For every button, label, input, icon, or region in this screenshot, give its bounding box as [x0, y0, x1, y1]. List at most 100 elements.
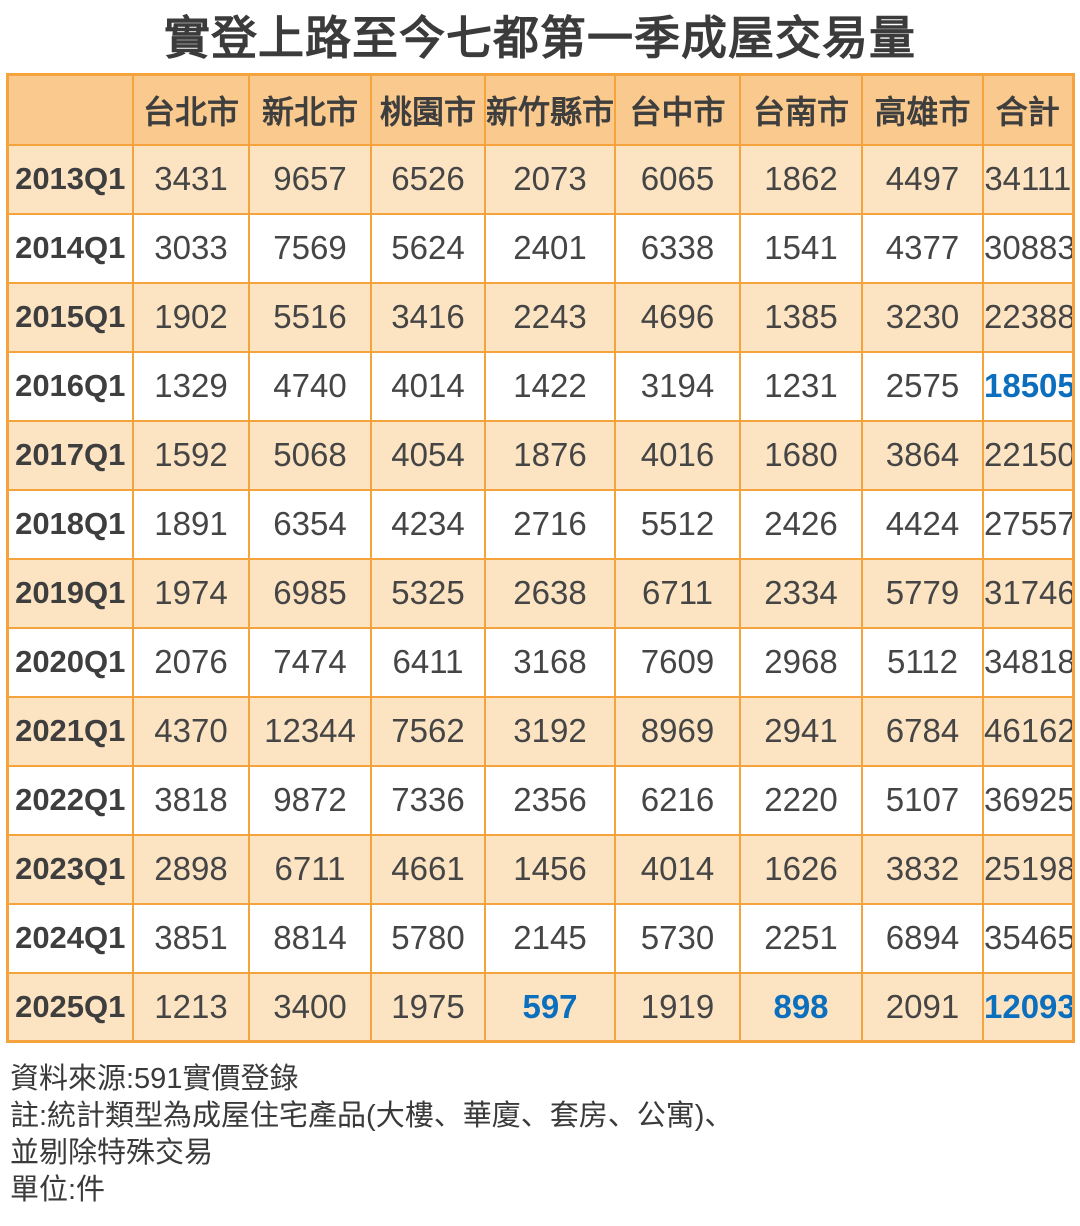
value-cell: 1862: [739, 143, 863, 215]
value-cell: 46162: [982, 695, 1074, 767]
value-cell: 1891: [132, 488, 250, 560]
value-cell: 2073: [484, 143, 616, 215]
row-label: 2017Q1: [6, 419, 134, 491]
value-cell: 1626: [739, 833, 863, 905]
table-row: 2023Q1 2898 6711 4661 1456 4014 1626 3832 25198: [6, 833, 1074, 905]
table-row: 2025Q1 1213 3400 1975 597 1919 898 2091 12093: [6, 971, 1074, 1043]
value-cell: 4661: [370, 833, 486, 905]
value-cell: 4497: [861, 143, 984, 215]
value-cell: 5512: [614, 488, 741, 560]
value-cell: 2243: [484, 281, 616, 353]
row-label: 2018Q1: [6, 488, 134, 560]
value-cell: 4370: [132, 695, 250, 767]
row-label: 2016Q1: [6, 350, 134, 422]
value-cell: 5107: [861, 764, 984, 836]
value-cell: 1329: [132, 350, 250, 422]
value-cell: 6216: [614, 764, 741, 836]
table-row: 2022Q1 3818 9872 7336 2356 6216 2220 5107 36925: [6, 764, 1074, 836]
table-row: 2019Q1 1974 6985 5325 2638 6711 2334 5779 31746: [6, 557, 1074, 629]
value-cell: 12344: [248, 695, 372, 767]
page-title: 實登上路至今七都第一季成屋交易量: [164, 12, 916, 64]
value-cell: 7609: [614, 626, 741, 698]
table-row: 2020Q1 2076 7474 6411 3168 7609 2968 5112 34818: [6, 626, 1074, 698]
value-cell: 5068: [248, 419, 372, 491]
table-row: 2015Q1 1902 5516 3416 2243 4696 1385 3230 22388: [6, 281, 1074, 353]
value-cell: 1902: [132, 281, 250, 353]
value-cell: 2145: [484, 902, 616, 974]
table-header: 台北市 新北市 桃園市 新竹縣市 台中市 台南市 高雄市 合計: [6, 73, 1074, 146]
transactions-table: 台北市 新北市 桃園市 新竹縣市 台中市 台南市 高雄市 合計 2013Q1 3431 9657 6…: [5, 73, 1075, 1043]
row-label: 2014Q1: [6, 212, 134, 284]
value-cell: 9872: [248, 764, 372, 836]
value-cell: 2220: [739, 764, 863, 836]
value-cell: 3192: [484, 695, 616, 767]
row-label: 2023Q1: [6, 833, 134, 905]
value-cell: 6985: [248, 557, 372, 629]
table-row: 2016Q1 1329 4740 4014 1422 3194 1231 2575 18505: [6, 350, 1074, 422]
value-cell: 18505: [982, 350, 1074, 422]
value-cell: 1975: [370, 971, 486, 1043]
value-cell: 7474: [248, 626, 372, 698]
row-label: 2021Q1: [6, 695, 134, 767]
table-row: 2018Q1 1891 6354 4234 2716 5512 2426 4424 27557: [6, 488, 1074, 560]
value-cell: 4014: [370, 350, 486, 422]
column-header: 台中市: [614, 73, 741, 146]
source-note: 資料來源:591實價登錄: [10, 1063, 299, 1095]
table-row: 2024Q1 3851 8814 5780 2145 5730 2251 6894 35465: [6, 902, 1074, 974]
value-cell: 2426: [739, 488, 863, 560]
value-cell: 597: [484, 971, 616, 1043]
value-cell: 5730: [614, 902, 741, 974]
value-cell: 36925: [982, 764, 1074, 836]
value-cell: 31746: [982, 557, 1074, 629]
row-label: 2019Q1: [6, 557, 134, 629]
value-cell: 5624: [370, 212, 486, 284]
value-cell: 3168: [484, 626, 616, 698]
row-label: 2025Q1: [6, 971, 134, 1043]
value-cell: 2251: [739, 902, 863, 974]
value-cell: 3832: [861, 833, 984, 905]
table-row: 2021Q1 4370 12344 7562 3192 8969 2941 6784 46162: [6, 695, 1074, 767]
value-cell: 2716: [484, 488, 616, 560]
value-cell: 5112: [861, 626, 984, 698]
value-cell: 3033: [132, 212, 250, 284]
value-cell: 1422: [484, 350, 616, 422]
value-cell: 898: [739, 971, 863, 1043]
value-cell: 4740: [248, 350, 372, 422]
value-cell: 22388: [982, 281, 1074, 353]
value-cell: 7336: [370, 764, 486, 836]
table-row: 2013Q1 3431 9657 6526 2073 6065 1862 4497 34111: [6, 143, 1074, 215]
value-cell: 6711: [248, 833, 372, 905]
value-cell: 4424: [861, 488, 984, 560]
value-cell: 6711: [614, 557, 741, 629]
column-header: 台南市: [739, 73, 863, 146]
value-cell: 25198: [982, 833, 1074, 905]
value-cell: 1876: [484, 419, 616, 491]
value-cell: 5779: [861, 557, 984, 629]
value-cell: 4696: [614, 281, 741, 353]
value-cell: 3400: [248, 971, 372, 1043]
value-cell: 2091: [861, 971, 984, 1043]
value-cell: 34818: [982, 626, 1074, 698]
value-cell: 6411: [370, 626, 486, 698]
value-cell: 6338: [614, 212, 741, 284]
value-cell: 2334: [739, 557, 863, 629]
table-row: 2017Q1 1592 5068 4054 1876 4016 1680 3864 22150: [6, 419, 1074, 491]
value-cell: 3416: [370, 281, 486, 353]
value-cell: 35465: [982, 902, 1074, 974]
value-cell: 1541: [739, 212, 863, 284]
column-header: 新北市: [248, 73, 372, 146]
value-cell: 3851: [132, 902, 250, 974]
value-cell: 2898: [132, 833, 250, 905]
value-cell: 3431: [132, 143, 250, 215]
header-row: 台北市 新北市 桃園市 新竹縣市 台中市 台南市 高雄市 合計: [6, 73, 1074, 146]
value-cell: 4014: [614, 833, 741, 905]
value-cell: 8969: [614, 695, 741, 767]
value-cell: 9657: [248, 143, 372, 215]
row-label: 2022Q1: [6, 764, 134, 836]
corner-header-cell: [6, 73, 134, 146]
value-cell: 6784: [861, 695, 984, 767]
value-cell: 22150: [982, 419, 1074, 491]
value-cell: 7562: [370, 695, 486, 767]
value-cell: 1231: [739, 350, 863, 422]
value-cell: 2076: [132, 626, 250, 698]
